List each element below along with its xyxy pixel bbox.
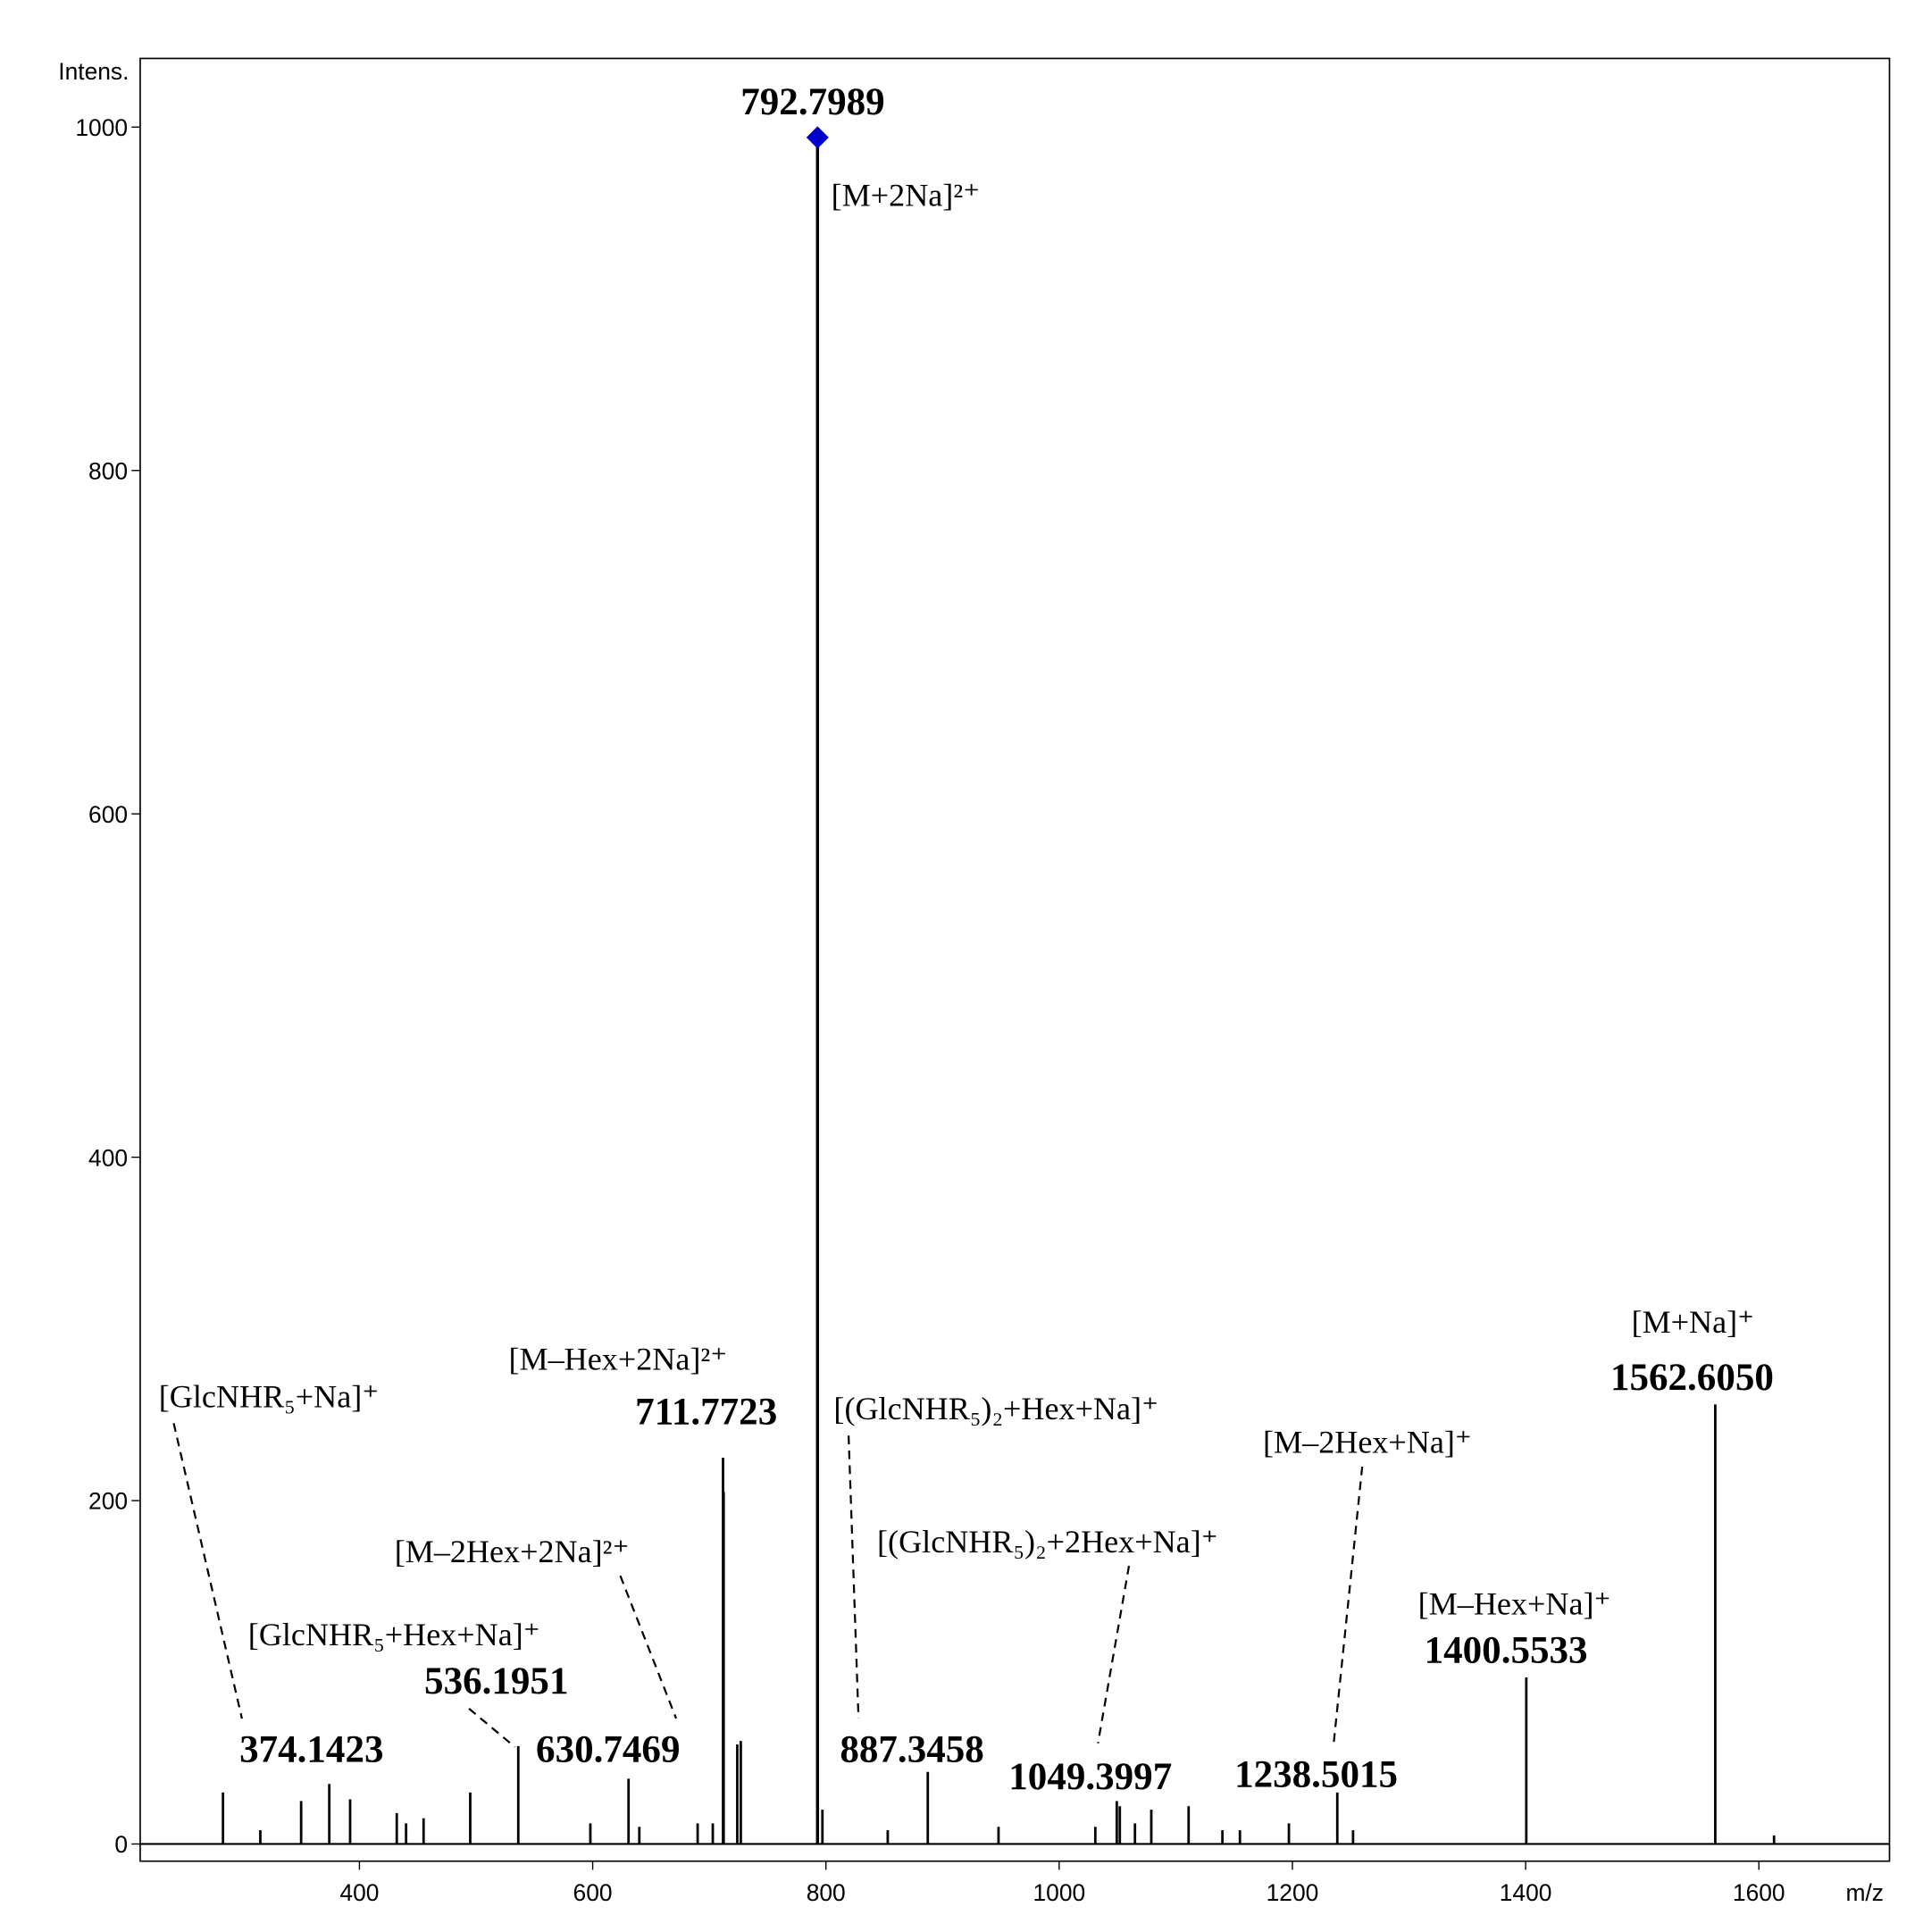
plot-frame xyxy=(139,57,1891,1862)
peak-label: 711.7723 xyxy=(635,1392,777,1434)
peak-label: 536.1951 xyxy=(424,1660,568,1702)
x-tick-label: 600 xyxy=(573,1879,613,1906)
ion-label: [M–2Hex+Na]⁺ xyxy=(1263,1425,1472,1460)
leader-line xyxy=(847,1435,860,1719)
y-tick-label: 200 xyxy=(88,1488,128,1515)
x-tick-label: 1400 xyxy=(1500,1879,1552,1906)
peak-label: 1049.3997 xyxy=(1008,1756,1172,1798)
peak-label: 887.3458 xyxy=(840,1729,983,1771)
peak-label: 630.7469 xyxy=(536,1729,680,1771)
leader-line xyxy=(1097,1565,1131,1744)
leader-line xyxy=(172,1423,243,1719)
y-tick-label: 0 xyxy=(114,1831,128,1858)
x-tick-label: 400 xyxy=(339,1879,379,1906)
ion-label: [GlcNHR₅+Na]⁺ xyxy=(159,1378,380,1414)
y-tick-label: 400 xyxy=(88,1144,128,1171)
peak-label: 792.7989 xyxy=(740,81,884,123)
x-tick-label: 1600 xyxy=(1733,1879,1785,1906)
peak-label: 1400.5533 xyxy=(1425,1629,1588,1671)
peak-label: 1238.5015 xyxy=(1234,1753,1398,1795)
peak-label: 374.1423 xyxy=(239,1729,383,1771)
leader-line xyxy=(1333,1466,1364,1744)
ion-label: [M–Hex+Na]⁺ xyxy=(1418,1585,1611,1621)
x-tick-label: 1200 xyxy=(1267,1879,1319,1906)
leader-line xyxy=(468,1707,516,1748)
ion-label: [M+2Na]²⁺ xyxy=(832,178,981,213)
ion-label: [(GlcNHR₅)₂+2Hex+Na]⁺ xyxy=(877,1524,1218,1560)
x-tick-label: 800 xyxy=(807,1879,846,1906)
peak-label: 1562.6050 xyxy=(1610,1357,1774,1399)
peak-marker xyxy=(806,126,829,149)
y-tick-label: 600 xyxy=(88,801,128,828)
y-tick-label: 1000 xyxy=(75,114,128,141)
leader-line xyxy=(619,1575,678,1719)
ion-label: [M+Na]⁺ xyxy=(1632,1304,1755,1340)
x-axis-label: m/z xyxy=(1845,1879,1884,1906)
ion-label: [GlcNHR₅+Hex+Na]⁺ xyxy=(248,1617,540,1652)
ion-label: [M–Hex+2Na]²⁺ xyxy=(509,1342,728,1377)
x-tick-label: 1000 xyxy=(1033,1879,1086,1906)
y-axis-label: Intens. xyxy=(58,58,129,85)
ion-label: [M–2Hex+2Na]²⁺ xyxy=(395,1534,630,1569)
ion-label: [(GlcNHR₅)₂+Hex+Na]⁺ xyxy=(833,1391,1158,1426)
y-tick-label: 800 xyxy=(88,457,128,484)
